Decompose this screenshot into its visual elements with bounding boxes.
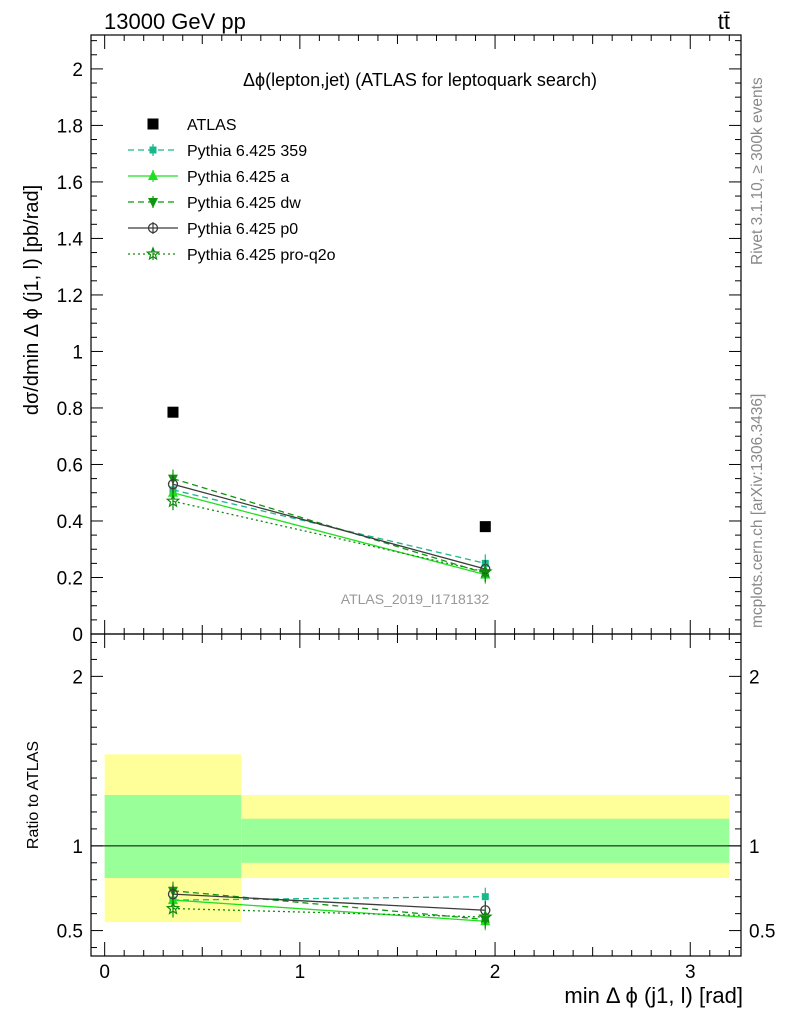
ratio-y-tick-label-left: 0.5 xyxy=(57,922,83,943)
legend-marker-pdw xyxy=(148,198,158,208)
ratio-y-tick-label-left: 1 xyxy=(72,837,83,858)
legend-label-pq2o: Pythia 6.425 pro-q2o xyxy=(187,247,336,264)
header-left-label: 13000 GeV pp xyxy=(104,9,246,34)
ratio-line-pq2o xyxy=(172,907,486,918)
analysis-watermark: ATLAS_2019_I1718132 xyxy=(341,591,490,607)
main-point-pq2o xyxy=(165,493,181,508)
header-right-label: tt̄ xyxy=(718,9,730,34)
ratio-line-p359 xyxy=(172,896,486,901)
main-y-tick-label: 2 xyxy=(72,60,83,81)
legend-label-pa: Pythia 6.425 a xyxy=(187,169,289,186)
ratio-point-pq2o xyxy=(165,900,181,915)
main-y-tick-label: 1.8 xyxy=(57,116,83,137)
legend-marker-pa xyxy=(148,170,158,180)
main-y-tick-label: 0.4 xyxy=(57,512,84,533)
main-y-tick-label: 0.6 xyxy=(57,455,83,476)
ratio-point-p359 xyxy=(481,893,489,901)
main-line-pa xyxy=(172,492,486,576)
ratio-y-tick-label-right: 2 xyxy=(749,667,760,688)
legend-label-ATLAS: ATLAS xyxy=(187,117,237,134)
uncertainty-band-inner-1 xyxy=(241,818,730,863)
ratio-y-tick-label-right: 0.5 xyxy=(749,922,775,943)
ratio-y-tick-label-right: 1 xyxy=(749,837,760,858)
main-point-pq2o xyxy=(478,564,493,579)
x-tick-label: 2 xyxy=(490,962,501,983)
main-y-tick-label: 0.2 xyxy=(57,568,83,589)
ratio-line-pa xyxy=(172,899,486,922)
legend-marker-pq2o xyxy=(145,246,161,261)
main-line-pq2o xyxy=(172,500,486,573)
main-y-tick-label: 1 xyxy=(72,342,83,363)
main-y-tick-label: 1.4 xyxy=(57,229,84,250)
main-y-tick-label: 0 xyxy=(72,625,83,646)
legend: ATLAS Pythia 6.425 359 Pythia 6.425 a Pythi… xyxy=(128,117,336,264)
main-line-pp0 xyxy=(172,483,486,570)
mcplots-label: mcplots.cern.ch [arXiv:1306.3436] xyxy=(749,394,766,628)
ratio-point-pq2o xyxy=(478,909,493,924)
main-point-ATLAS xyxy=(167,406,179,418)
rivet-label: Rivet 3.1.10, ≥ 300k events xyxy=(749,77,766,265)
legend-label-pdw: Pythia 6.425 dw xyxy=(187,195,301,212)
legend-marker-pp0 xyxy=(147,222,159,234)
ratio-y-tick-label-left: 2 xyxy=(72,667,83,688)
x-tick-label: 0 xyxy=(99,962,110,983)
x-tick-label: 1 xyxy=(295,962,306,983)
legend-label-p359: Pythia 6.425 359 xyxy=(187,143,307,160)
main-panel: Δϕ(lepton,jet) (ATLAS for leptoquark sea… xyxy=(57,34,742,646)
main-y-tick-label: 1.6 xyxy=(57,173,83,194)
ratio-line-pdw xyxy=(172,890,486,921)
legend-marker-p359 xyxy=(149,146,157,154)
main-chart-title: Δϕ(lepton,jet) (ATLAS for leptoquark sea… xyxy=(243,70,597,90)
uncertainty-band-inner-0 xyxy=(104,795,242,879)
x-axis-label: min Δ ϕ (j1, l) [rad] xyxy=(564,983,743,1008)
ratio-point-pp0 xyxy=(167,888,179,900)
main-point-ATLAS xyxy=(479,521,491,533)
main-y-tick-label: 1.2 xyxy=(57,286,83,307)
legend-marker-ATLAS xyxy=(147,118,159,130)
main-point-pp0 xyxy=(167,479,179,490)
x-tick-label: 3 xyxy=(685,962,696,983)
ratio-panel: 0 1 2 3 0.5 0.5 1 1 2 2 xyxy=(57,633,775,983)
ratio-line-pp0 xyxy=(172,893,486,911)
main-line-pdw xyxy=(172,477,486,574)
main-y-tick-label: 0.8 xyxy=(57,399,83,420)
main-y-axis-label: dσ/dmin Δ ϕ (j1, l) [pb/rad] xyxy=(21,185,43,415)
ratio-y-axis-label: Ratio to ATLAS xyxy=(25,741,42,849)
legend-label-pp0: Pythia 6.425 p0 xyxy=(187,221,298,238)
